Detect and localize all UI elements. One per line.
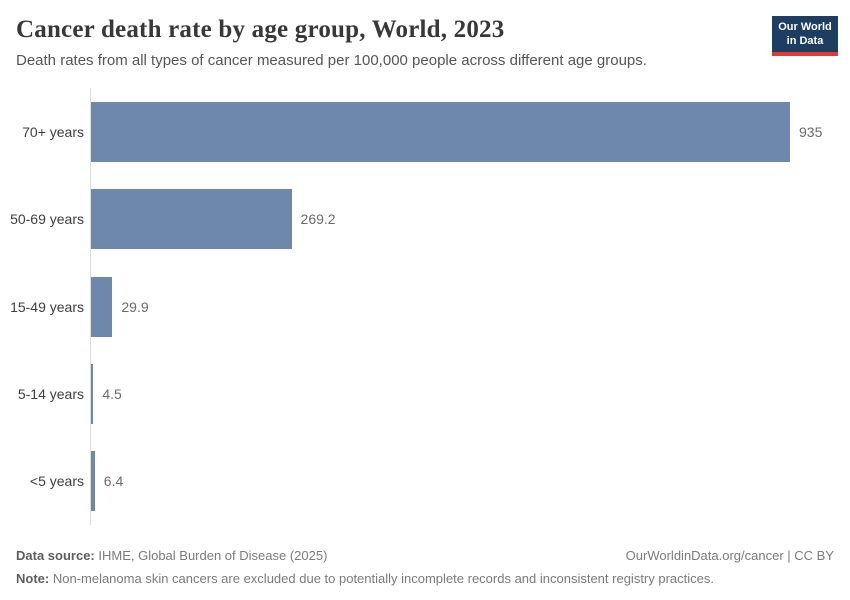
category-label: 5-14 years: [17, 385, 84, 402]
owid-logo-line2: in Data: [786, 35, 824, 48]
bar-area: 6.4: [90, 451, 850, 512]
category-label: 15-49 years: [10, 298, 84, 315]
bar-area: 29.9: [90, 276, 850, 337]
value-label: 6.4: [103, 473, 124, 490]
y-axis-line: [90, 88, 91, 525]
value-label: 4.5: [102, 385, 122, 402]
bar-area: 935: [90, 101, 850, 162]
value-label: 269.2: [300, 211, 336, 228]
bar-row-15-49: 15-49 years 29.9: [0, 263, 850, 350]
category-label: <5 years: [29, 473, 84, 490]
bar-row-under5: <5 years 6.4: [0, 438, 850, 525]
bar-50-69[interactable]: [90, 189, 292, 250]
owid-logo[interactable]: Our World in Data: [772, 16, 838, 56]
page-title: Cancer death rate by age group, World, 2…: [16, 16, 505, 43]
category-label: 70+ years: [22, 123, 84, 140]
bar-15-49[interactable]: [90, 276, 113, 337]
value-label: 29.9: [121, 298, 149, 315]
chart-header: Cancer death rate by age group, World, 2…: [16, 14, 754, 71]
data-source: Data source: IHME, Global Burden of Dise…: [16, 547, 327, 565]
bar-rows: 70+ years 935 50-69 years 269.2 15-49 ye…: [0, 88, 850, 525]
owid-cc-link[interactable]: OurWorldinData.org/cancer | CC BY: [625, 548, 834, 563]
bar-chart: 70+ years 935 50-69 years 269.2 15-49 ye…: [0, 88, 850, 525]
value-label: 935: [799, 123, 823, 140]
bar-area: 4.5: [90, 363, 850, 424]
bar-under5[interactable]: [90, 451, 95, 512]
category-label: 50-69 years: [10, 211, 84, 228]
bar-70plus[interactable]: [90, 101, 790, 162]
data-source-text: IHME, Global Burden of Disease (2025): [94, 548, 328, 563]
note-label: Note:: [16, 570, 50, 586]
bar-5-14[interactable]: [90, 363, 94, 424]
footer-line-source: Data source: IHME, Global Burden of Dise…: [16, 547, 834, 565]
data-source-label: Data source:: [16, 548, 95, 563]
note-text: Non-melanoma skin cancers are excluded d…: [49, 570, 714, 586]
bar-row-5-14: 5-14 years 4.5: [0, 350, 850, 437]
footer-note: Note: Non-melanoma skin cancers are excl…: [16, 570, 834, 588]
bar-row-50-69: 50-69 years 269.2: [0, 175, 850, 262]
bar-row-70plus: 70+ years 935: [0, 88, 850, 175]
chart-footer: Data source: IHME, Global Burden of Dise…: [16, 547, 834, 587]
owid-logo-line1: Our World: [778, 21, 832, 33]
bar-area: 269.2: [90, 189, 850, 250]
chart-subtitle: Death rates from all types of cancer mea…: [16, 52, 647, 70]
